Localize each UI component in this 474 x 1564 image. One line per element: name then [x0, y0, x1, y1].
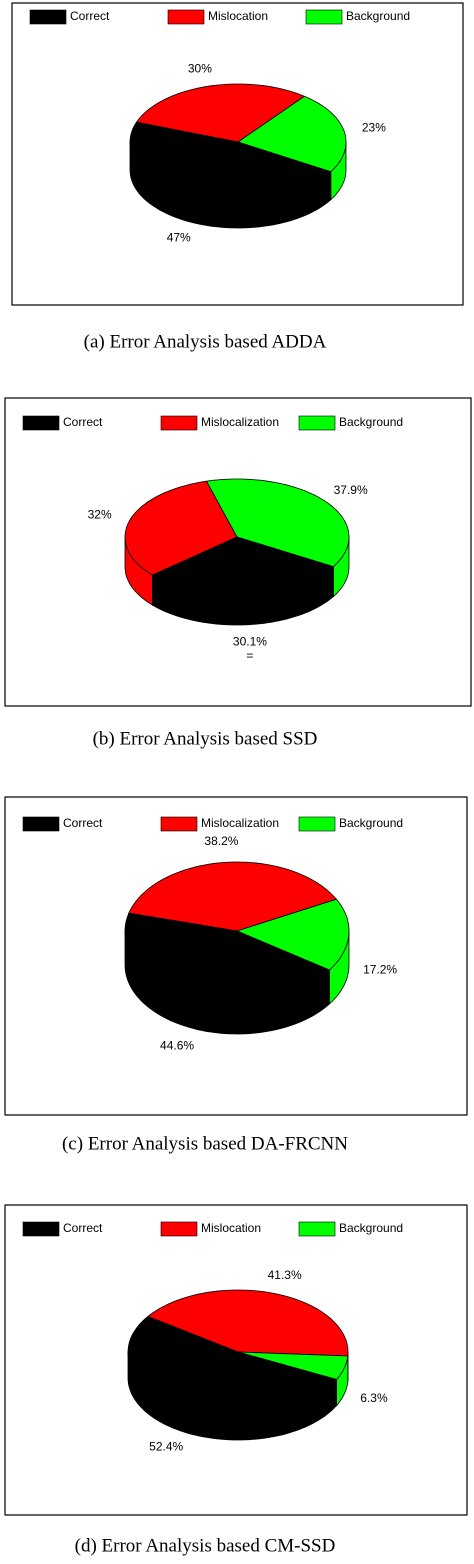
legend-label: Correct — [63, 816, 103, 830]
legend-label: Mislocalization — [201, 415, 279, 429]
panel-frame — [4, 1204, 468, 1516]
annotation: = — [246, 648, 253, 662]
panel-frame — [4, 397, 472, 707]
legend-label: Correct — [70, 9, 110, 23]
value-label: 6.3% — [360, 1391, 388, 1405]
slice — [151, 536, 335, 596]
legend-label: Background — [339, 415, 403, 429]
legend-swatch — [298, 415, 336, 431]
legend-swatch — [305, 9, 343, 25]
legend-swatch — [298, 1221, 336, 1237]
caption: (c) Error Analysis based DA-FRCNN — [62, 1133, 348, 1154]
legend-swatch — [29, 9, 67, 25]
caption: (a) Error Analysis based ADDA — [84, 331, 327, 352]
slice — [235, 898, 350, 971]
slice — [129, 121, 332, 201]
slice — [237, 95, 347, 173]
value-label: 52.4% — [149, 1439, 183, 1453]
value-label: 44.6% — [160, 1039, 194, 1053]
legend-swatch — [22, 1221, 60, 1237]
slice — [124, 480, 238, 576]
value-label: 23% — [362, 120, 386, 134]
slice — [128, 861, 338, 932]
slice — [237, 1351, 349, 1380]
value-label: 47% — [167, 230, 191, 244]
legend-label: Mislocation — [208, 9, 268, 23]
legend-swatch — [160, 415, 198, 431]
value-label: 41.3% — [268, 1268, 302, 1282]
legend-label: Mislocalization — [201, 816, 279, 830]
panel-frame — [11, 2, 464, 306]
legend-swatch — [298, 816, 336, 832]
caption: (b) Error Analysis based SSD — [93, 728, 318, 749]
legend-label: Correct — [63, 1221, 103, 1235]
value-label: 37.9% — [334, 483, 368, 497]
legend-swatch — [167, 9, 205, 25]
legend-label: Mislocation — [201, 1221, 261, 1235]
legend-swatch — [160, 1221, 198, 1237]
legend-label: Correct — [63, 415, 103, 429]
panel-frame — [4, 796, 468, 1116]
slice — [147, 1289, 349, 1357]
slice — [205, 478, 350, 568]
slice — [135, 83, 306, 143]
legend-swatch — [160, 816, 198, 832]
value-label: 32% — [88, 508, 112, 522]
legend-swatch — [22, 415, 60, 431]
legend-swatch — [22, 816, 60, 832]
slice — [127, 1315, 338, 1415]
value-label: 38.2% — [204, 834, 238, 848]
value-label: 17.2% — [363, 963, 397, 977]
slice — [124, 912, 331, 1001]
caption: (d) Error Analysis based CM-SSD — [75, 1535, 336, 1556]
legend-label: Background — [339, 1221, 403, 1235]
value-label: 30% — [188, 62, 212, 76]
legend-label: Background — [339, 816, 403, 830]
value-label: 30.1% — [233, 634, 267, 648]
legend-label: Background — [346, 9, 410, 23]
